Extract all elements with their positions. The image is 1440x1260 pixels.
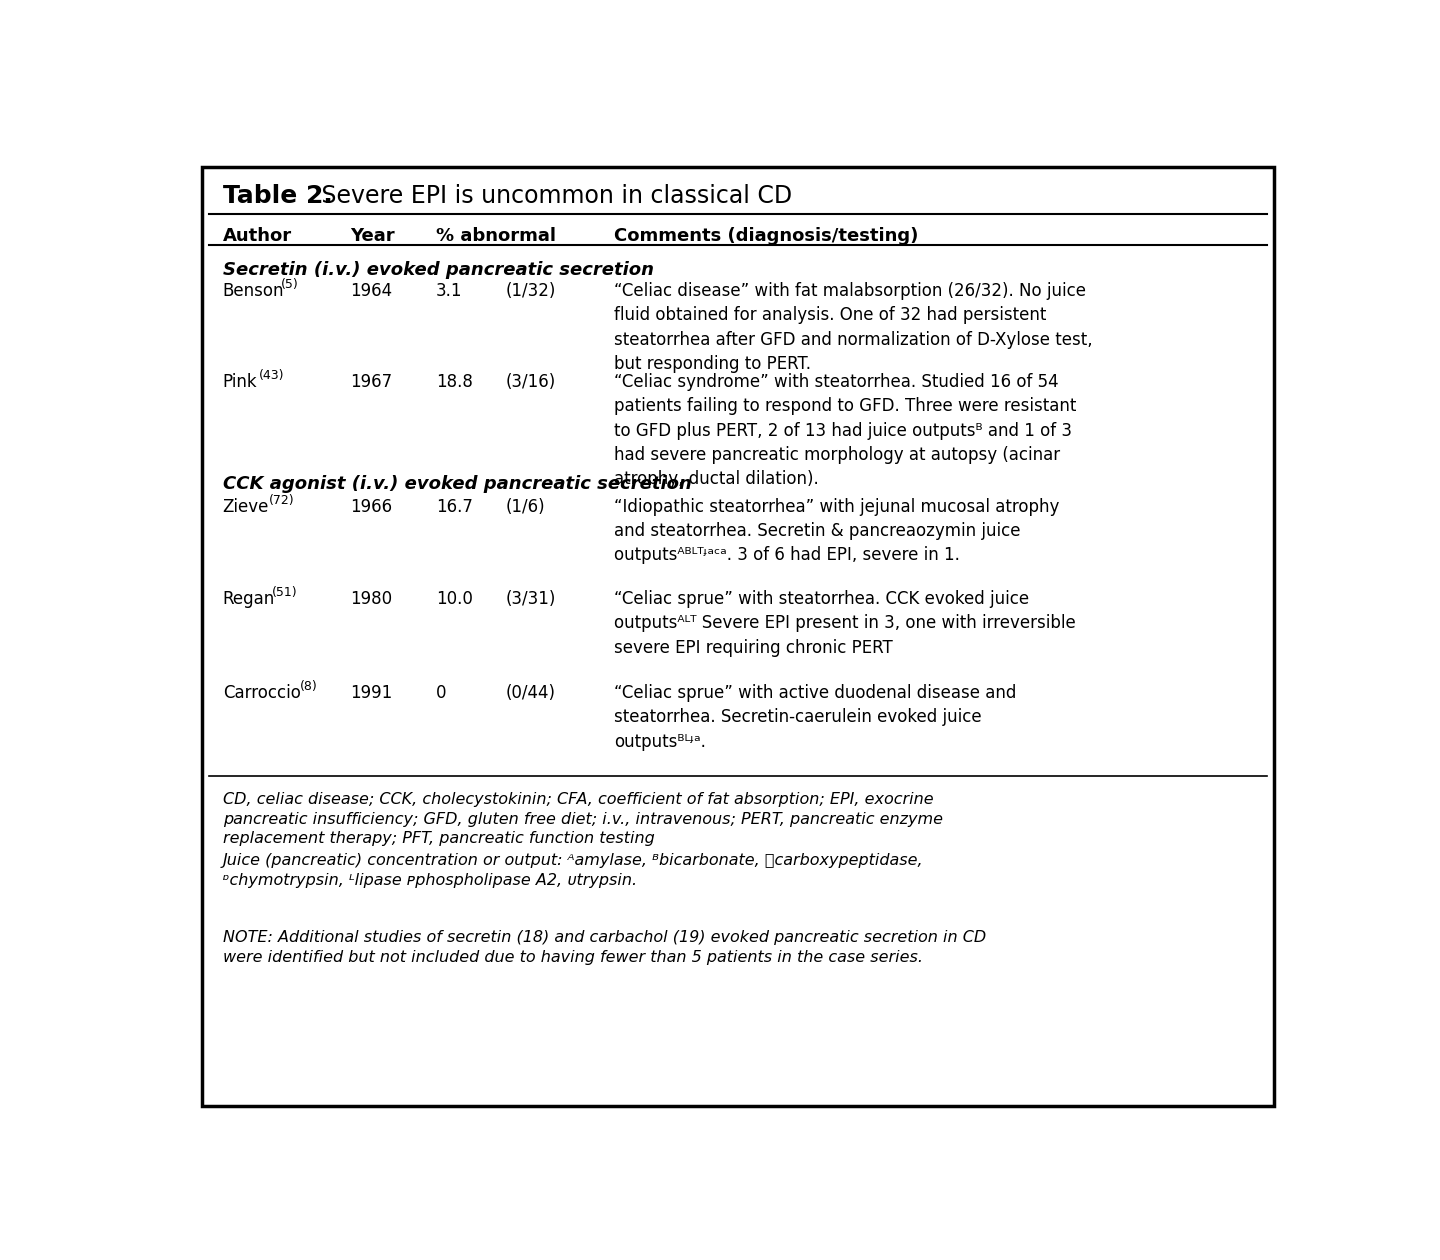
Text: 1967: 1967 (350, 373, 393, 391)
Text: 1991: 1991 (350, 684, 393, 702)
Text: Secretin (i.v.) evoked pancreatic secretion: Secretin (i.v.) evoked pancreatic secret… (223, 261, 654, 278)
Text: 16.7: 16.7 (436, 498, 472, 515)
Text: 1966: 1966 (350, 498, 393, 515)
Text: “Celiac syndrome” with steatorrhea. Studied 16 of 54
patients failing to respond: “Celiac syndrome” with steatorrhea. Stud… (613, 373, 1076, 488)
Text: (0/44): (0/44) (505, 684, 556, 702)
Text: (5): (5) (281, 278, 298, 291)
Text: “Celiac sprue” with steatorrhea. CCK evoked juice
outputsᴬᴸᵀ Severe EPI present : “Celiac sprue” with steatorrhea. CCK evo… (613, 590, 1076, 656)
Text: % abnormal: % abnormal (436, 227, 556, 244)
Text: (43): (43) (259, 369, 285, 382)
Text: (1/6): (1/6) (505, 498, 546, 515)
Text: Juice (pancreatic) concentration or output: ᴬamylase, ᴮbicarbonate, ᶚcarboxypept: Juice (pancreatic) concentration or outp… (223, 853, 923, 888)
Text: 1980: 1980 (350, 590, 393, 609)
Text: “Celiac disease” with fat malabsorption (26/32). No juice
fluid obtained for ana: “Celiac disease” with fat malabsorption … (613, 282, 1093, 373)
Text: Pink: Pink (223, 373, 258, 391)
Text: 1964: 1964 (350, 282, 393, 300)
Text: Zieve: Zieve (223, 498, 269, 515)
Text: (72): (72) (269, 494, 295, 507)
Text: CD, celiac disease; CCK, cholecystokinin; CFA, coefficient of fat absorption; EP: CD, celiac disease; CCK, cholecystokinin… (223, 791, 943, 847)
Text: “Celiac sprue” with active duodenal disease and
steatorrhea. Secretin-caerulein : “Celiac sprue” with active duodenal dise… (613, 684, 1017, 751)
Text: Severe EPI is uncommon in classical CD: Severe EPI is uncommon in classical CD (314, 184, 792, 208)
Text: Benson: Benson (223, 282, 284, 300)
Text: 0: 0 (436, 684, 446, 702)
Text: (3/16): (3/16) (505, 373, 556, 391)
Text: 3.1: 3.1 (436, 282, 462, 300)
Text: Table 2.: Table 2. (223, 184, 333, 208)
Text: Comments (diagnosis/testing): Comments (diagnosis/testing) (613, 227, 919, 244)
Text: Regan: Regan (223, 590, 275, 609)
Text: (3/31): (3/31) (505, 590, 556, 609)
Text: (8): (8) (300, 680, 318, 693)
Text: (1/32): (1/32) (505, 282, 556, 300)
Text: 10.0: 10.0 (436, 590, 472, 609)
Text: “Idiopathic steatorrhea” with jejunal mucosal atrophy
and steatorrhea. Secretin : “Idiopathic steatorrhea” with jejunal mu… (613, 498, 1060, 564)
Text: Author: Author (223, 227, 292, 244)
Text: Carroccio: Carroccio (223, 684, 301, 702)
Text: Year: Year (350, 227, 395, 244)
Text: CCK agonist (i.v.) evoked pancreatic secretion: CCK agonist (i.v.) evoked pancreatic sec… (223, 475, 691, 493)
Text: (51): (51) (272, 586, 297, 600)
Text: NOTE: Additional studies of secretin (18) and carbachol (19) evoked pancreatic s: NOTE: Additional studies of secretin (18… (223, 930, 986, 965)
Text: 18.8: 18.8 (436, 373, 472, 391)
